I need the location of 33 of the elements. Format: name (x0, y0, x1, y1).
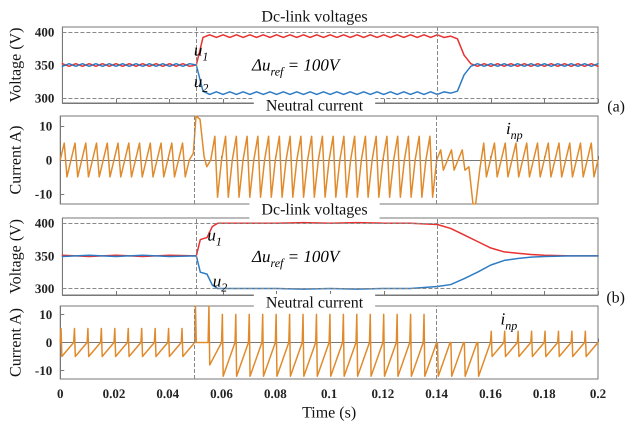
y-tick-label: 350 (34, 248, 54, 264)
x-tick-label: 0.2 (590, 386, 606, 401)
x-tick-label: 0.12 (372, 386, 394, 401)
y-axis-title: Current A) (8, 126, 24, 194)
y-axis-title: Voltage (V) (8, 219, 24, 294)
x-tick-label: 0.18 (532, 386, 556, 401)
chart-title: Dc-link voltages (261, 8, 368, 26)
y-tick-label: 400 (34, 216, 54, 231)
y-tick-label: 400 (34, 24, 54, 40)
chart-title: Neutral current (266, 294, 364, 312)
y-tick-label: -10 (34, 363, 52, 378)
x-tick-label: 0.08 (264, 386, 288, 401)
y-axis-title: Current A) (8, 308, 24, 377)
x-tick-label: 0.1 (320, 386, 338, 401)
text: (a) (607, 98, 626, 116)
x-tick-label: 0.14 (425, 386, 449, 401)
x-tick-label: 0.06 (210, 386, 234, 401)
y-tick-label: 0 (46, 335, 52, 350)
y-tick-label: 10 (39, 118, 52, 134)
y-tick-label: 10 (39, 306, 52, 322)
x-tick-label: 0.04 (156, 386, 180, 401)
x-tick-label: 0.16 (479, 386, 502, 401)
chart-title: Neutral current (266, 98, 364, 114)
x-tick-label: 0.02 (102, 386, 126, 401)
y-tick-label: 300 (34, 280, 54, 296)
y-tick-label: -10 (34, 186, 52, 202)
y-tick-label: 350 (34, 58, 54, 72)
text: (b) (606, 290, 625, 306)
y-tick-label: 0 (46, 152, 52, 168)
y-axis-title: Voltage (V) (8, 28, 24, 102)
y-tick-label: 300 (34, 90, 54, 106)
chart-title: Dc-link voltages (261, 202, 368, 218)
x-axis-title: Time (s) (302, 404, 356, 422)
